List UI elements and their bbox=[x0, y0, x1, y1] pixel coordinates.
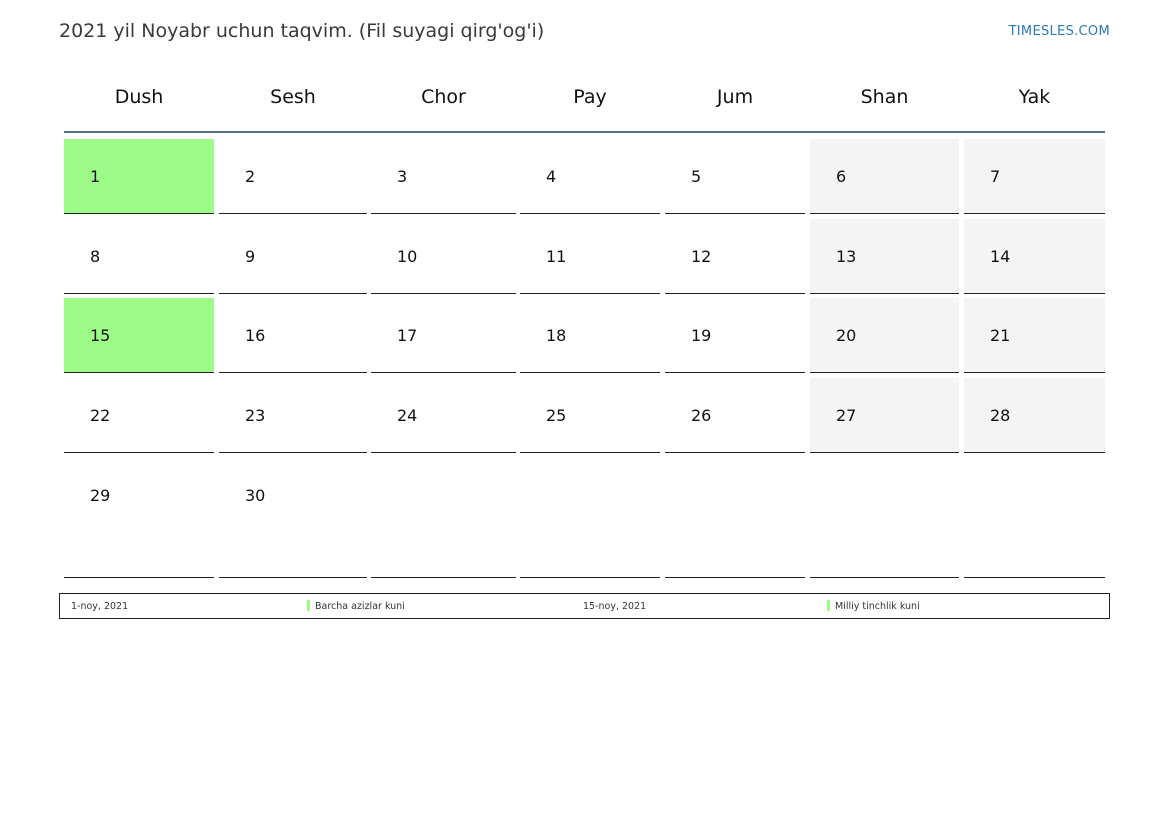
day-number: 8 bbox=[90, 247, 101, 266]
day-cell[interactable]: 2 bbox=[219, 139, 367, 214]
day-cell[interactable]: 16 bbox=[219, 298, 367, 373]
weekday-sat: Shan bbox=[860, 86, 909, 108]
day-number: 12 bbox=[691, 247, 712, 266]
day-number: 20 bbox=[836, 326, 857, 345]
legend-color-marker bbox=[827, 600, 830, 611]
day-number: 28 bbox=[990, 406, 1011, 425]
day-number: 7 bbox=[990, 167, 1001, 186]
weekday-mon: Dush bbox=[114, 86, 164, 108]
day-cell[interactable]: 19 bbox=[665, 298, 805, 373]
holiday-legend: 1-noy, 2021 Barcha azizlar kuni 15-noy, … bbox=[59, 593, 1110, 619]
day-cell[interactable]: 24 bbox=[371, 378, 516, 453]
day-cell[interactable]: 18 bbox=[520, 298, 660, 373]
day-cell[interactable]: 22 bbox=[64, 378, 214, 453]
day-cell[interactable]: 21 bbox=[964, 298, 1105, 373]
day-number: 27 bbox=[836, 406, 857, 425]
legend-color-marker bbox=[307, 600, 310, 611]
day-cell[interactable]: 7 bbox=[964, 139, 1105, 214]
day-number: 16 bbox=[245, 326, 266, 345]
weekday-fri: Jum bbox=[716, 86, 754, 108]
day-number: 25 bbox=[546, 406, 567, 425]
weekday-header: Dush Sesh Chor Pay Jum Shan Yak bbox=[64, 82, 1105, 116]
day-number: 5 bbox=[691, 167, 702, 186]
day-number: 24 bbox=[397, 406, 418, 425]
day-number: 29 bbox=[90, 486, 111, 505]
day-cell[interactable]: 1 bbox=[64, 139, 214, 214]
empty-day-cell bbox=[520, 458, 660, 578]
day-cell[interactable]: 13 bbox=[810, 219, 959, 294]
day-cell[interactable]: 14 bbox=[964, 219, 1105, 294]
empty-day-cell bbox=[371, 458, 516, 578]
day-number: 18 bbox=[546, 326, 567, 345]
day-cell[interactable]: 27 bbox=[810, 378, 959, 453]
weekday-tue: Sesh bbox=[270, 86, 316, 108]
day-cell[interactable]: 29 bbox=[64, 458, 214, 578]
day-cell[interactable]: 28 bbox=[964, 378, 1105, 453]
header-divider bbox=[64, 131, 1105, 133]
day-number: 17 bbox=[397, 326, 418, 345]
legend-date-1: 1-noy, 2021 bbox=[71, 601, 129, 612]
day-number: 6 bbox=[836, 167, 847, 186]
day-number: 21 bbox=[990, 326, 1011, 345]
day-cell[interactable]: 4 bbox=[520, 139, 660, 214]
day-cell[interactable]: 15 bbox=[64, 298, 214, 373]
day-cell[interactable]: 11 bbox=[520, 219, 660, 294]
day-cell[interactable]: 17 bbox=[371, 298, 516, 373]
legend-name-2: Milliy tinchlik kuni bbox=[835, 601, 920, 612]
day-number: 4 bbox=[546, 167, 557, 186]
day-number: 9 bbox=[245, 247, 256, 266]
day-number: 19 bbox=[691, 326, 712, 345]
empty-day-cell bbox=[810, 458, 959, 578]
day-number: 14 bbox=[990, 247, 1011, 266]
day-cell[interactable]: 9 bbox=[219, 219, 367, 294]
day-number: 15 bbox=[90, 326, 111, 345]
day-number: 26 bbox=[691, 406, 712, 425]
brand-link[interactable]: TIMESLES.COM bbox=[1008, 24, 1110, 39]
day-number: 1 bbox=[90, 167, 101, 186]
day-cell[interactable]: 3 bbox=[371, 139, 516, 214]
day-cell[interactable]: 30 bbox=[219, 458, 367, 578]
page-title: 2021 yil Noyabr uchun taqvim. (Fil suyag… bbox=[59, 20, 545, 42]
empty-day-cell bbox=[665, 458, 805, 578]
weekday-sun: Yak bbox=[1018, 86, 1051, 108]
empty-day-cell bbox=[964, 458, 1105, 578]
day-number: 23 bbox=[245, 406, 266, 425]
legend-name-1: Barcha azizlar kuni bbox=[315, 601, 405, 612]
day-cell[interactable]: 12 bbox=[665, 219, 805, 294]
day-cell[interactable]: 26 bbox=[665, 378, 805, 453]
day-cell[interactable]: 6 bbox=[810, 139, 959, 214]
day-cell[interactable]: 25 bbox=[520, 378, 660, 453]
day-number: 22 bbox=[90, 406, 111, 425]
day-number: 13 bbox=[836, 247, 857, 266]
day-cell[interactable]: 10 bbox=[371, 219, 516, 294]
day-cell[interactable]: 5 bbox=[665, 139, 805, 214]
weekday-thu: Pay bbox=[573, 86, 607, 108]
legend-date-2: 15-noy, 2021 bbox=[583, 601, 647, 612]
day-number: 11 bbox=[546, 247, 567, 266]
day-number: 10 bbox=[397, 247, 418, 266]
day-cell[interactable]: 23 bbox=[219, 378, 367, 453]
day-cell[interactable]: 8 bbox=[64, 219, 214, 294]
weekday-wed: Chor bbox=[421, 86, 466, 108]
day-number: 3 bbox=[397, 167, 408, 186]
day-cell[interactable]: 20 bbox=[810, 298, 959, 373]
day-number: 30 bbox=[245, 486, 266, 505]
day-number: 2 bbox=[245, 167, 256, 186]
